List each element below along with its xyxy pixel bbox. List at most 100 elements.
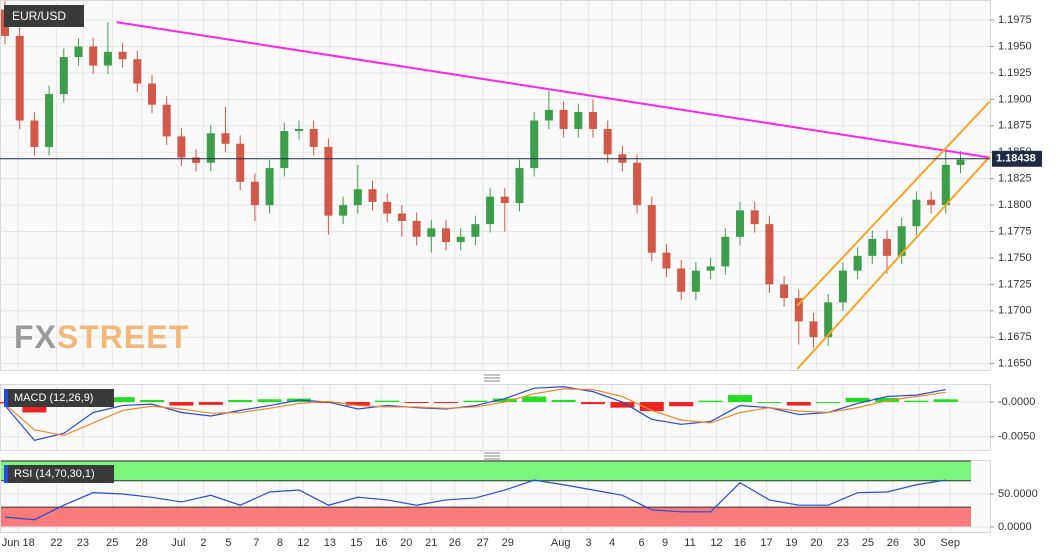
macd-histogram-bar xyxy=(669,402,694,407)
y-tick-label: 1.1725 xyxy=(998,278,1032,290)
candle-body xyxy=(250,181,259,206)
y-tick-label: 1.1825 xyxy=(998,173,1032,185)
candle-body xyxy=(794,298,803,322)
candle-body xyxy=(633,162,642,206)
x-tick-label: 6 xyxy=(638,537,644,549)
price-panel xyxy=(0,0,991,371)
y-tick-label: 1.1700 xyxy=(998,305,1032,317)
y-tick-label: -0.0000 xyxy=(998,396,1035,408)
x-tick-label: Jul xyxy=(171,537,185,549)
candle-body xyxy=(868,238,877,256)
candle-body xyxy=(691,270,700,292)
candle-body xyxy=(59,57,68,95)
macd-histogram-bar xyxy=(933,399,958,403)
macd-histogram-bar xyxy=(845,397,870,403)
trend-line xyxy=(796,155,991,370)
macd-histogram-bar xyxy=(463,400,488,403)
candle-body xyxy=(383,201,392,214)
indicator-legend: RSI (14,70,30,1) xyxy=(14,468,95,480)
candle-body xyxy=(824,302,833,338)
watermark-street: STREET xyxy=(57,319,189,355)
indicator-legend-marker xyxy=(4,465,8,483)
candle-body xyxy=(236,143,245,182)
y-tick-label: 1.1750 xyxy=(998,252,1032,264)
candle-body xyxy=(118,51,127,60)
candle-body xyxy=(206,133,215,163)
macd-histogram-bar xyxy=(434,402,458,404)
candle-body xyxy=(339,205,348,216)
candle-body xyxy=(30,120,39,147)
candle-body xyxy=(368,189,377,202)
macd-histogram-bar xyxy=(228,399,253,403)
candle-body xyxy=(103,51,112,66)
candle-body xyxy=(177,136,186,158)
plot-layer: Jun 18 22 23 25 28 Jul 2 5 7 8 12 13 15 16 20 21 26 27 29 A… xyxy=(0,0,1042,549)
candle-body xyxy=(221,133,230,144)
candle-body xyxy=(15,35,24,121)
candle-body xyxy=(780,284,789,299)
macd-panel xyxy=(0,384,991,451)
macd-histogram-bar xyxy=(757,402,782,404)
x-tick-label: 8 xyxy=(277,537,283,549)
macd-histogram-bar xyxy=(404,402,429,404)
x-tick-label: 29 xyxy=(502,537,514,549)
x-tick-label: 22 xyxy=(50,537,62,549)
trend-line xyxy=(116,21,991,159)
candle-body xyxy=(397,213,406,221)
x-tick-label: 15 xyxy=(350,537,362,549)
x-tick-label: 12 xyxy=(710,537,722,549)
macd-histogram-bar xyxy=(140,399,164,403)
x-tick-label: Aug xyxy=(551,537,571,549)
candle-body xyxy=(500,196,509,203)
candle-body xyxy=(956,159,965,165)
candle-body xyxy=(662,252,671,269)
x-tick-label: 26 xyxy=(887,537,899,549)
x-tick-label: 20 xyxy=(810,537,822,549)
y-tick-label: 1.1925 xyxy=(998,67,1032,79)
x-tick-label: 25 xyxy=(106,537,118,549)
y-tick-label: 1.1800 xyxy=(998,199,1032,211)
macd-histogram-bar xyxy=(257,399,282,403)
indicator-line xyxy=(4,388,946,437)
indicator-legend-box xyxy=(4,465,114,483)
divider-handle xyxy=(484,374,500,460)
candle-body xyxy=(427,228,436,237)
title-box xyxy=(4,5,84,27)
macd-histogram-bar xyxy=(698,400,723,403)
candle-body xyxy=(677,268,686,292)
macd-histogram-bar xyxy=(169,402,194,406)
candle-body xyxy=(486,196,495,225)
x-tick-label: 5 xyxy=(225,537,231,549)
macd-histogram-bar xyxy=(875,397,899,403)
macd-histogram-bar xyxy=(22,402,47,413)
candle-body xyxy=(74,46,83,58)
macd-histogram-bar xyxy=(110,397,135,403)
indicator-legend-box xyxy=(4,389,114,407)
macd-histogram-bar xyxy=(904,400,929,403)
indicator-line xyxy=(4,479,946,521)
candle-body xyxy=(309,128,318,147)
y-tick-label: 50.0000 xyxy=(998,488,1038,500)
x-tick-label: 19 xyxy=(785,537,797,549)
candle-body xyxy=(148,83,156,105)
macd-histogram-bar xyxy=(375,400,400,403)
macd-histogram-bar xyxy=(198,402,223,405)
candle-body xyxy=(265,168,274,206)
watermark: FXSTREET xyxy=(14,319,189,355)
macd-histogram-bar xyxy=(581,402,605,405)
x-tick-label: 16 xyxy=(734,537,746,549)
x-tick-label: 30 xyxy=(913,537,925,549)
candle-body xyxy=(456,236,465,243)
x-tick-label: Sep xyxy=(940,537,960,549)
candle-body xyxy=(162,104,171,137)
x-tick-label: 13 xyxy=(324,537,336,549)
x-tick-label: 2 xyxy=(200,537,206,549)
y-tick-label: 1.1975 xyxy=(998,14,1032,26)
x-tick-label: 7 xyxy=(253,537,259,549)
candle-body xyxy=(912,199,921,227)
candle-body xyxy=(927,199,936,206)
macd-histogram-bar xyxy=(522,396,547,403)
candle-body xyxy=(559,109,568,129)
macd-histogram-bar xyxy=(551,399,576,403)
